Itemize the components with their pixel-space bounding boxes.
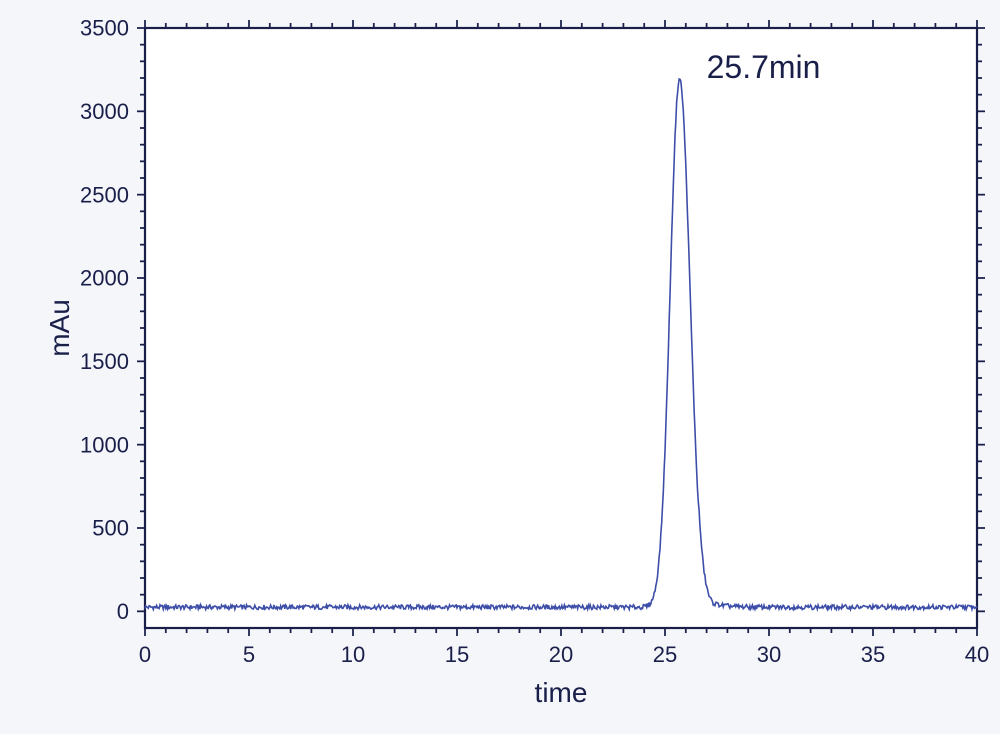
- x-tick-label: 40: [965, 642, 989, 667]
- x-tick-label: 30: [757, 642, 781, 667]
- y-tick-label: 1000: [80, 432, 129, 457]
- y-tick-label: 500: [92, 516, 129, 541]
- x-tick-label: 0: [139, 642, 151, 667]
- y-tick-label: 2000: [80, 266, 129, 291]
- x-tick-label: 25: [653, 642, 677, 667]
- x-axis-label: time: [535, 677, 588, 708]
- x-tick-label: 10: [341, 642, 365, 667]
- y-tick-label: 3000: [80, 99, 129, 124]
- y-tick-label: 1500: [80, 349, 129, 374]
- chromatogram-chart: 0 5 10 15 20 25 30 35 40 0 500 1000 1500 2000 2500 300…: [0, 0, 1000, 734]
- y-tick-label: 3500: [80, 16, 129, 41]
- chart-container: 0 5 10 15 20 25 30 35 40 0 500 1000 1500 2000 2500 300…: [0, 0, 1000, 734]
- x-tick-label: 15: [445, 642, 469, 667]
- x-tick-label: 35: [861, 642, 885, 667]
- peak-annotation: 25.7min: [707, 49, 821, 85]
- x-tick-label: 5: [243, 642, 255, 667]
- x-tick-label: 20: [549, 642, 573, 667]
- y-axis-label: mAu: [44, 299, 75, 357]
- y-tick-label: 2500: [80, 182, 129, 207]
- y-tick-label: 0: [117, 599, 129, 624]
- plot-area: [145, 28, 977, 628]
